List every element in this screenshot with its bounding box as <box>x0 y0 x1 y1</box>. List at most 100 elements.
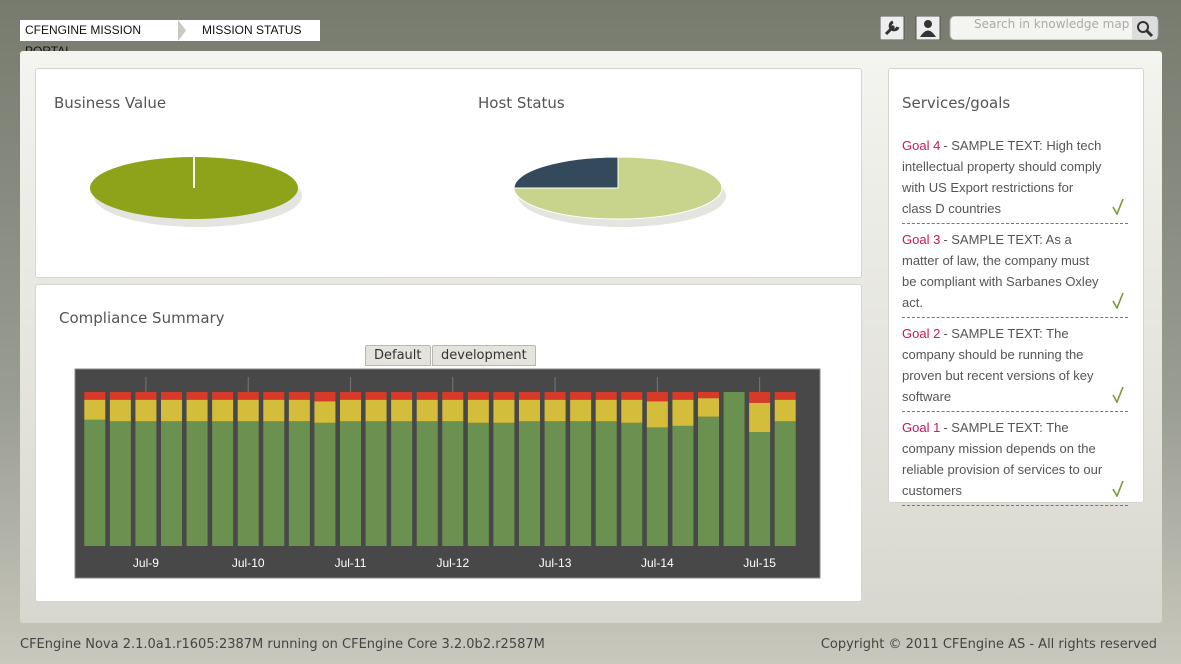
bar-segment <box>442 399 464 422</box>
goal-label: Goal 1 <box>902 420 941 435</box>
bar-segment <box>519 392 540 400</box>
bar-segment <box>544 399 566 422</box>
x-tick-label: Jul-9 <box>133 556 159 570</box>
bar-segment <box>646 392 668 402</box>
goal[interactable]: Goal 3- SAMPLE TEXT: As a matter of law,… <box>902 224 1128 318</box>
bar-segment <box>109 399 131 422</box>
bar-segment <box>135 392 157 400</box>
bar-segment <box>84 419 106 546</box>
bar-segment <box>493 392 515 400</box>
bar-segment <box>544 421 566 546</box>
bar-segment <box>84 392 106 400</box>
x-tick-label: Jul-11 <box>335 556 367 570</box>
goal-label: Goal 2 <box>902 326 941 341</box>
bar-segment <box>698 398 719 417</box>
x-tick-label: Jul-15 <box>743 556 776 570</box>
bar-segment <box>595 392 617 400</box>
goal-text: - SAMPLE TEXT: The company mission depen… <box>902 420 1103 498</box>
bar-segment <box>237 421 259 546</box>
bar-segment <box>263 392 285 400</box>
charts: Jul-9 Jul-10 Jul-11 Jul-12 Jul-13 Jul-14 Jul-1… <box>74 156 821 579</box>
goal-text: - SAMPLE TEXT: As a matter of law, the c… <box>902 232 1099 310</box>
goal-label: Goal 4 <box>902 138 941 153</box>
bar-segment <box>288 421 310 546</box>
bar-segment <box>161 399 182 422</box>
pie-slice <box>513 156 619 189</box>
search-input[interactable]: Search in knowledge map <box>974 17 1130 31</box>
bar-segment <box>646 401 668 428</box>
bar-segment <box>570 421 592 546</box>
bar-segment <box>263 421 285 546</box>
pie-slice <box>513 156 723 220</box>
bar-segment <box>135 399 157 422</box>
goal[interactable]: Goal 4- SAMPLE TEXT: High tech intellect… <box>902 130 1128 224</box>
bar-segment <box>698 392 719 399</box>
bar-segment <box>365 399 387 422</box>
bar-segment <box>544 392 566 400</box>
bar-segment <box>109 392 131 400</box>
bar-segment <box>212 399 234 422</box>
chart-title: Compliance Summary <box>59 309 225 327</box>
bar-segment <box>570 399 592 422</box>
goal-text: - SAMPLE TEXT: High tech intellectual pr… <box>902 138 1102 216</box>
bar-segment <box>340 421 361 546</box>
bar-segment <box>365 421 387 546</box>
bar-segment <box>416 392 438 400</box>
footer-copyright: Copyright © 2011 CFEngine AS - All right… <box>820 637 1157 652</box>
bar-segment <box>161 421 182 546</box>
bar-segment <box>314 422 336 546</box>
bar-segment <box>646 427 668 546</box>
bar-segment <box>314 401 336 423</box>
breadcrumb-arrows <box>178 20 310 41</box>
bar-segment <box>621 422 643 546</box>
x-tick-label: Jul-13 <box>539 556 572 570</box>
pie-title: Business Value <box>54 94 167 112</box>
bar-segment <box>237 392 259 400</box>
bar-segment <box>519 421 540 546</box>
tab[interactable]: Default <box>365 345 431 366</box>
bar-segment <box>493 422 515 546</box>
check-icon <box>1112 199 1124 215</box>
bar-segment <box>749 402 771 433</box>
bar-segment <box>570 392 592 400</box>
breadcrumb-current[interactable]: MISSION STATUS <box>186 20 320 41</box>
bar-segment <box>467 399 489 423</box>
bar-segment <box>723 392 745 546</box>
bar-segment <box>109 421 131 546</box>
bar-segment <box>340 392 361 400</box>
bar-segment <box>774 392 796 400</box>
bar-segment <box>621 392 643 400</box>
bar-segment <box>774 399 796 422</box>
bar-segment <box>391 392 413 400</box>
bar-segment <box>467 422 489 546</box>
tab[interactable]: development <box>432 345 536 366</box>
goal[interactable]: Goal 1- SAMPLE TEXT: The company mission… <box>902 412 1128 506</box>
goal[interactable]: Goal 2- SAMPLE TEXT: The company should … <box>902 318 1128 412</box>
check-icon <box>1112 293 1124 309</box>
bar-segment <box>749 432 771 546</box>
bar-segment <box>698 416 719 546</box>
bar-segment <box>672 425 694 546</box>
bar-segment <box>391 399 413 422</box>
bar-segment <box>467 392 489 400</box>
toolbar-icons[interactable] <box>880 16 1160 40</box>
bar-segment <box>340 399 361 422</box>
bar-segment <box>84 399 106 420</box>
bar-segment <box>212 392 234 400</box>
bar-segment <box>263 399 285 422</box>
bar-segment <box>672 399 694 426</box>
bar-segment <box>442 392 464 400</box>
bar-segment <box>186 421 208 546</box>
goal-text: - SAMPLE TEXT: The company should be run… <box>902 326 1094 404</box>
bar-segment <box>365 392 387 400</box>
bar-segment <box>595 421 617 546</box>
bar-segment <box>595 399 617 422</box>
sidebar: Services/goals Goal 4- SAMPLE TEXT: High… <box>902 94 1128 506</box>
bar-segment <box>672 392 694 400</box>
bar-segment <box>186 399 208 422</box>
bar-segment <box>519 399 540 422</box>
bar-segment <box>288 399 310 422</box>
check-icon <box>1112 387 1124 403</box>
bar-segment <box>135 421 157 546</box>
